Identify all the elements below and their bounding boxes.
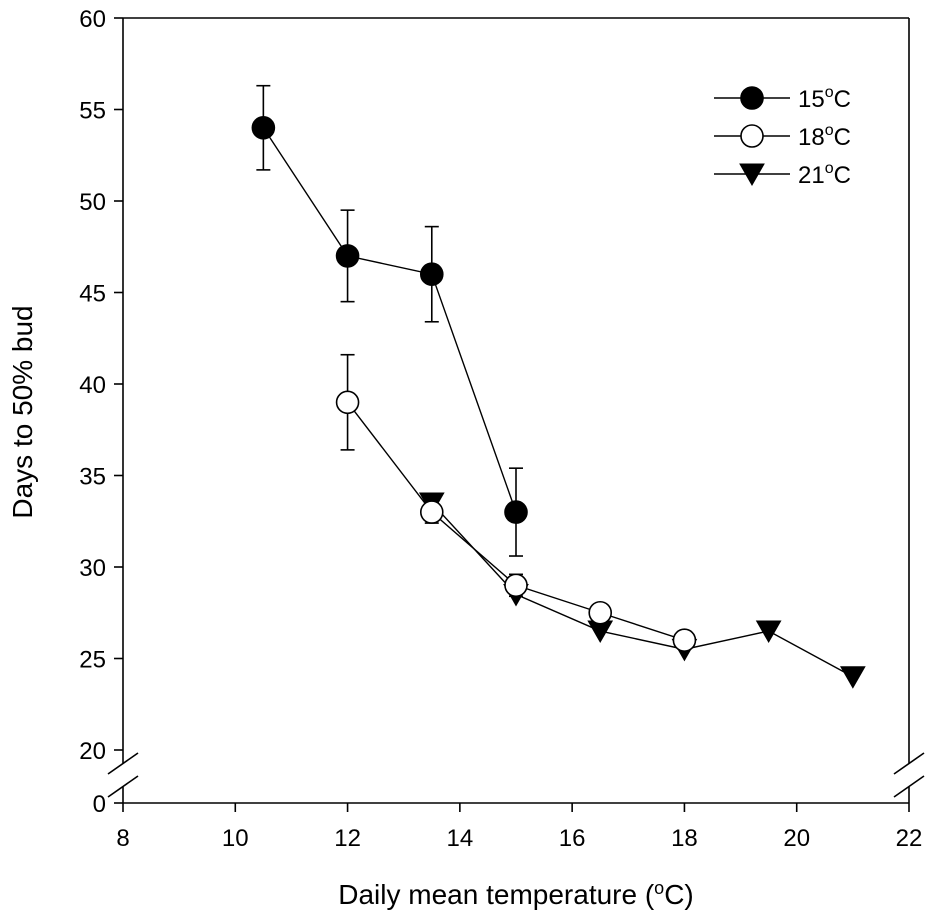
x-axis-title-sup: o (654, 878, 664, 898)
data-point (839, 666, 866, 689)
legend: 15oC 18oC 21oC (714, 84, 851, 189)
y-tick-label: 50 (79, 189, 106, 216)
right-axis-break-mark (893, 775, 925, 798)
y-tick-label: 20 (79, 738, 106, 765)
legend-item: 15oC (714, 84, 851, 113)
right-axis-break-mark (893, 752, 925, 775)
x-tick-label: 12 (334, 825, 361, 852)
data-point (755, 620, 782, 644)
data-point (335, 244, 360, 268)
y-tick-label: 0 (93, 791, 106, 818)
y-tick-label: 60 (79, 6, 106, 33)
x-axis-title: Daily mean temperature (oC) (338, 878, 693, 910)
series-18 (335, 353, 697, 653)
ticks: 8 10 12 14 16 18 20 22 60 55 50 45 40 35 30 25 20 0 (79, 6, 922, 852)
x-tick-label: 14 (447, 825, 474, 852)
y-tick-label: 35 (79, 464, 106, 491)
x-tick-label: 16 (559, 825, 586, 852)
x-tick-label: 10 (222, 825, 249, 852)
data-point (251, 116, 276, 140)
legend-label: 15oC (798, 84, 851, 113)
series-15 (251, 84, 528, 557)
series-layer (251, 84, 866, 689)
x-axis-title-end: C) (664, 879, 694, 910)
data-point (419, 262, 444, 287)
y-tick-label: 30 (79, 555, 106, 582)
axes (107, 17, 925, 804)
data-point (335, 390, 360, 415)
legend-label: 21oC (798, 160, 851, 189)
series-line (431, 502, 854, 678)
data-point (739, 163, 765, 187)
x-tick-label: 8 (116, 825, 129, 852)
x-tick-label: 20 (783, 825, 810, 852)
x-tick-label: 22 (896, 825, 923, 852)
y-tick-label: 25 (79, 647, 106, 674)
data-point (740, 124, 764, 148)
legend-item: 18oC (714, 122, 851, 151)
series-line (262, 127, 517, 513)
y-tick-label: 55 (79, 98, 106, 125)
x-tick-label: 18 (671, 825, 698, 852)
y-axis-break-mark (107, 752, 139, 775)
x-axis-title-main: Daily mean temperature ( (338, 879, 655, 910)
y-axis-title: Days to 50% bud (7, 305, 38, 518)
data-point (588, 600, 613, 625)
data-point (419, 500, 444, 524)
data-point (504, 573, 528, 598)
series-21 (418, 492, 866, 689)
data-point (672, 628, 697, 653)
y-tick-label: 40 (79, 372, 106, 399)
data-point (740, 86, 764, 110)
data-point (504, 500, 528, 524)
y-tick-label: 45 (79, 281, 106, 308)
y-axis-break-mark (107, 775, 139, 798)
legend-item: 21oC (714, 160, 851, 189)
legend-label: 18oC (798, 122, 851, 151)
